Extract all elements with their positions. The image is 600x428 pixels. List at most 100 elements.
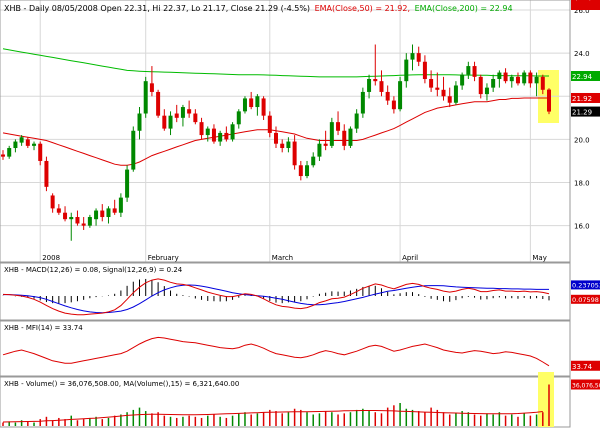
candle-body [261, 98, 266, 116]
candle-body [385, 91, 390, 101]
candle-body [94, 210, 99, 220]
candle-body [367, 79, 372, 92]
candle-body [56, 208, 61, 213]
volume-label: XHB - Volume() = 36,076,508.00, MA(Volum… [4, 380, 239, 388]
candle-body [416, 53, 421, 62]
candle-body [125, 169, 130, 198]
candle-body [292, 141, 297, 166]
candle-body [218, 132, 223, 142]
candle-body [280, 143, 285, 149]
candle-body [106, 208, 111, 218]
price-value-tag [571, 92, 600, 103]
mfi-value-tag-text: 33.74 [572, 363, 593, 371]
price-tick-label: 24.0 [574, 50, 590, 58]
macd-value-tag [571, 280, 600, 290]
volume-value-tags: 6,321,640 36,076,508 [571, 0, 600, 390]
mfi-value-tag [571, 360, 600, 371]
candle-body [267, 115, 272, 133]
candle-body [100, 210, 105, 218]
ema200-label: EMA(Close,200) = 22.94 [415, 4, 513, 13]
candle-body [453, 85, 458, 103]
candle-body [317, 143, 322, 157]
ema50-label: EMA(Close,50) = 21.92, [315, 4, 410, 13]
candle-body [398, 81, 403, 110]
candle-body [311, 156, 316, 166]
candle-body [534, 76, 539, 84]
candle-body [75, 217, 80, 224]
date-axis: 2008 February March April May [42, 254, 547, 262]
candle-body [373, 79, 378, 82]
mfi-label: XHB - MFI(14) = 33.74 [4, 324, 83, 332]
macd-line [2, 278, 550, 316]
candle-body [447, 96, 452, 103]
candle-body [298, 165, 303, 177]
candle-body [174, 113, 179, 118]
candle-body [379, 81, 384, 92]
price-grid [0, 0, 570, 262]
volume-frame [0, 376, 571, 428]
candle-body [503, 72, 508, 82]
candle-body [143, 81, 148, 114]
macd-signal-line [3, 284, 549, 314]
candle-body [44, 160, 49, 187]
price-value-tag-text: 21.29 [572, 109, 592, 117]
candle-body [19, 137, 24, 143]
candle-body [329, 122, 334, 146]
candle-body [137, 113, 142, 131]
candle-body [224, 132, 229, 140]
candle-body [435, 87, 440, 90]
candle-body [81, 223, 86, 226]
date-label: May [532, 254, 546, 262]
candle-body [38, 143, 43, 161]
volume-value-tag [571, 379, 600, 390]
price-value-tag-text: 22.94 [572, 73, 593, 81]
candle-body [286, 141, 291, 149]
volume-ma-line [2, 410, 543, 423]
candle-body [249, 98, 254, 108]
candle-body [193, 113, 198, 123]
mfi-line [2, 336, 550, 367]
candle-body [131, 130, 136, 170]
candle-body [360, 91, 365, 114]
price-frame [0, 0, 571, 263]
volume-value-tag-text: 36,076,508 [572, 383, 600, 390]
chart-header: XHB - Daily 08/05/2008 Open 22.31, Hi 22… [4, 4, 513, 13]
mfi-value-tags: 33.74 [571, 360, 600, 371]
candle-body [342, 130, 347, 146]
candle-body [230, 124, 235, 140]
candle-body [205, 128, 210, 136]
price-tick-label: 20.0 [574, 136, 590, 144]
candle-body [429, 79, 434, 88]
mfi-panel: XHB - MFI(14) = 33.74 33.74 [0, 320, 600, 377]
price-panel: XHB - Daily 08/05/2008 Open 22.31, Hi 22… [0, 0, 600, 262]
candle-body [422, 61, 427, 80]
candle-body [547, 89, 551, 112]
price-value-tag [571, 106, 600, 117]
macd-panel: XHB - MACD(12,26) = 0.08, Signal(12,26,9… [0, 262, 600, 321]
mfi-frame [0, 320, 571, 377]
price-tick-label: 16.0 [574, 223, 590, 231]
macd-frame [0, 262, 571, 321]
candle-body [354, 113, 359, 129]
ema200-line [2, 48, 549, 78]
candle-body [63, 212, 68, 220]
candle-body [236, 111, 241, 125]
candle-body [491, 79, 496, 88]
candle-body [484, 87, 489, 95]
candle-body [211, 128, 216, 142]
candle-body [410, 53, 415, 60]
candle-body [305, 165, 310, 177]
candle-body [25, 139, 30, 146]
candle-body [255, 96, 260, 108]
candle-body [149, 83, 154, 92]
macd-label: XHB - MACD(12,26) = 0.08, Signal(12,26,9… [4, 266, 183, 274]
candle-body [7, 148, 12, 157]
candle-body [472, 66, 477, 77]
volume-value-tag-text: 6,321,640 [572, 0, 600, 2]
candle-body [274, 132, 278, 144]
price-tick-label: 26.0 [574, 7, 590, 15]
candle-body [112, 208, 117, 213]
candle-body [466, 66, 471, 75]
